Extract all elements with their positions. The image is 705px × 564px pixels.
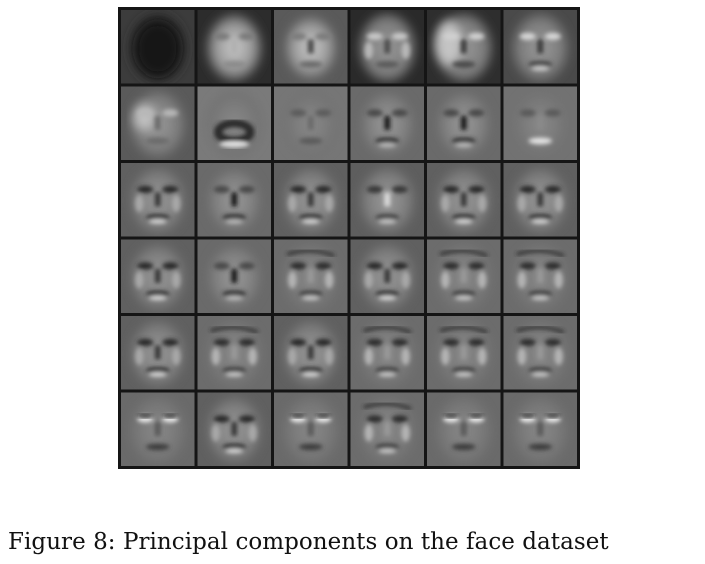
principal-component-tile bbox=[274, 316, 348, 390]
principal-component-tile bbox=[427, 86, 501, 160]
principal-component-tile bbox=[274, 239, 348, 313]
principal-component-tile bbox=[427, 239, 501, 313]
principal-component-tile bbox=[121, 10, 195, 84]
principal-component-tile bbox=[197, 86, 271, 160]
principal-component-tile bbox=[350, 86, 424, 160]
principal-components-grid bbox=[118, 7, 580, 469]
grid-background bbox=[118, 7, 580, 469]
principal-component-tile bbox=[197, 10, 271, 84]
principal-component-tile bbox=[427, 163, 501, 237]
principal-component-tile bbox=[503, 10, 577, 84]
principal-component-tile bbox=[427, 10, 501, 84]
principal-component-tile bbox=[350, 163, 424, 237]
principal-component-tile bbox=[274, 392, 348, 466]
principal-component-tile bbox=[274, 86, 348, 160]
principal-component-tile bbox=[503, 163, 577, 237]
principal-component-tile bbox=[503, 239, 577, 313]
principal-component-tile bbox=[350, 392, 424, 466]
principal-component-tile bbox=[274, 163, 348, 237]
principal-component-tile bbox=[197, 239, 271, 313]
principal-component-tile bbox=[197, 163, 271, 237]
principal-component-tile bbox=[503, 316, 577, 390]
figure-caption: Figure 8: Principal components on the fa… bbox=[8, 529, 609, 555]
principal-component-tile bbox=[121, 316, 195, 390]
principal-component-tile bbox=[121, 239, 195, 313]
principal-component-tile bbox=[503, 86, 577, 160]
principal-component-tile bbox=[274, 10, 348, 84]
principal-component-tile bbox=[350, 10, 424, 84]
principal-component-tile bbox=[350, 316, 424, 390]
principal-component-tile bbox=[503, 392, 577, 466]
principal-component-tile bbox=[197, 392, 271, 466]
principal-component-tile bbox=[121, 86, 195, 160]
principal-component-tile bbox=[197, 316, 271, 390]
principal-component-tile bbox=[121, 163, 195, 237]
principal-component-tile bbox=[121, 392, 195, 466]
principal-component-tile bbox=[350, 239, 424, 313]
principal-component-tile bbox=[427, 392, 501, 466]
principal-component-tile bbox=[427, 316, 501, 390]
